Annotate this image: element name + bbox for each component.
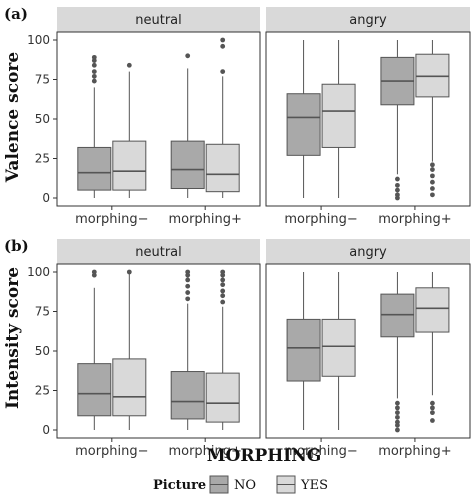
y-tick-label: 0 <box>42 423 50 437</box>
outlier-point <box>395 400 400 406</box>
outlier-point <box>430 186 435 191</box>
y-tick-label: 50 <box>35 344 50 358</box>
x-axis-title: MORPHING <box>207 446 322 466</box>
strip-b-neutral <box>57 239 260 264</box>
strip-a-angry <box>266 7 470 32</box>
outlier-point <box>91 73 97 79</box>
strip-b-angry <box>266 239 470 264</box>
box-no <box>77 363 112 417</box>
box-no <box>286 93 321 156</box>
x-tick-label: morphing− <box>75 444 148 459</box>
outlier-point <box>185 277 191 283</box>
x-tick-label: morphing+ <box>378 212 451 227</box>
y-tick-label: 100 <box>27 265 50 279</box>
outlier-point <box>430 162 435 168</box>
y-tick-label: 75 <box>35 73 50 87</box>
strip-b-angry-label: angry <box>349 245 387 260</box>
panel-b-tag: (b) <box>4 237 29 255</box>
outlier-point <box>430 418 435 423</box>
outlier-point <box>126 269 132 275</box>
x-tick-label: morphing+ <box>168 444 241 459</box>
outlier-point <box>185 290 191 295</box>
outlier-point <box>220 288 226 294</box>
outlier-point <box>395 410 400 416</box>
panel-a-tag: (a) <box>4 5 28 23</box>
box-yes <box>321 318 356 377</box>
legend-label-yes: YES <box>300 478 328 493</box>
x-tick-label: morphing+ <box>378 444 451 459</box>
outlier-point <box>430 179 435 185</box>
outlier-point <box>395 176 400 182</box>
box-yes <box>112 358 147 417</box>
legend: Picture NO YES <box>153 475 328 494</box>
outlier-point <box>220 269 226 275</box>
outlier-point <box>430 173 435 179</box>
y-axis-title-valence: Valence score <box>3 52 23 184</box>
outlier-point <box>395 187 400 193</box>
outlier-point <box>185 296 191 302</box>
box-yes <box>112 140 147 191</box>
outlier-point <box>430 167 435 172</box>
x-tick-label: morphing+ <box>168 212 241 227</box>
strip-a-neutral <box>57 7 260 32</box>
y-tick-label: 50 <box>35 112 50 126</box>
outlier-point <box>395 405 400 411</box>
outlier-point <box>126 62 132 68</box>
y-tick-label: 100 <box>27 33 50 47</box>
legend-label-no: NO <box>234 478 256 493</box>
y-tick-label: 25 <box>35 152 50 166</box>
x-tick-label: morphing− <box>284 444 357 459</box>
box-yes <box>205 143 240 193</box>
outlier-point <box>430 192 435 198</box>
outlier-point <box>91 54 97 60</box>
outlier-point <box>185 53 191 59</box>
y-tick-label: 25 <box>35 384 50 398</box>
outlier-point <box>185 269 191 275</box>
x-tick-label: morphing− <box>75 212 148 227</box>
box-no <box>170 140 205 190</box>
outlier-point <box>395 419 400 425</box>
panel-b-angry-frame <box>265 263 471 439</box>
y-axis-title-intensity: Intensity score <box>3 267 23 409</box>
box-yes <box>415 287 450 333</box>
outlier-point <box>220 299 226 305</box>
outlier-point <box>220 282 226 288</box>
y-tick-label: 75 <box>35 305 50 319</box>
plot-layer: 0 25 50 75 100 morphing− morphing+ morphing− mor… <box>27 33 452 459</box>
outlier-point <box>395 414 400 420</box>
outlier-point <box>91 62 97 68</box>
outlier-point <box>395 182 400 188</box>
strip-a-angry-label: angry <box>349 13 387 28</box>
panel-a-angry-frame <box>265 31 471 207</box>
box-yes <box>321 83 356 148</box>
outlier-point <box>395 427 400 433</box>
outlier-point <box>91 269 97 275</box>
x-tick-label: morphing− <box>284 212 357 227</box>
outlier-point <box>220 37 226 43</box>
outlier-point <box>220 69 226 74</box>
y-tick-label: 0 <box>42 191 50 205</box>
outlier-point <box>430 410 435 416</box>
outlier-point <box>220 293 226 299</box>
box-no <box>170 371 205 420</box>
box-no <box>77 146 112 191</box>
outlier-point <box>220 43 226 49</box>
box-no <box>286 318 321 382</box>
outlier-point <box>395 192 400 198</box>
box-yes <box>205 372 240 423</box>
outlier-point <box>185 283 191 289</box>
outlier-point <box>220 277 226 283</box>
outlier-point <box>430 405 435 411</box>
legend-title: Picture <box>153 478 206 493</box>
outlier-point <box>91 69 97 74</box>
outlier-point <box>430 400 435 406</box>
strip-a-neutral-label: neutral <box>135 13 182 28</box>
outlier-point <box>91 78 97 84</box>
strip-b-neutral-label: neutral <box>135 245 182 260</box>
